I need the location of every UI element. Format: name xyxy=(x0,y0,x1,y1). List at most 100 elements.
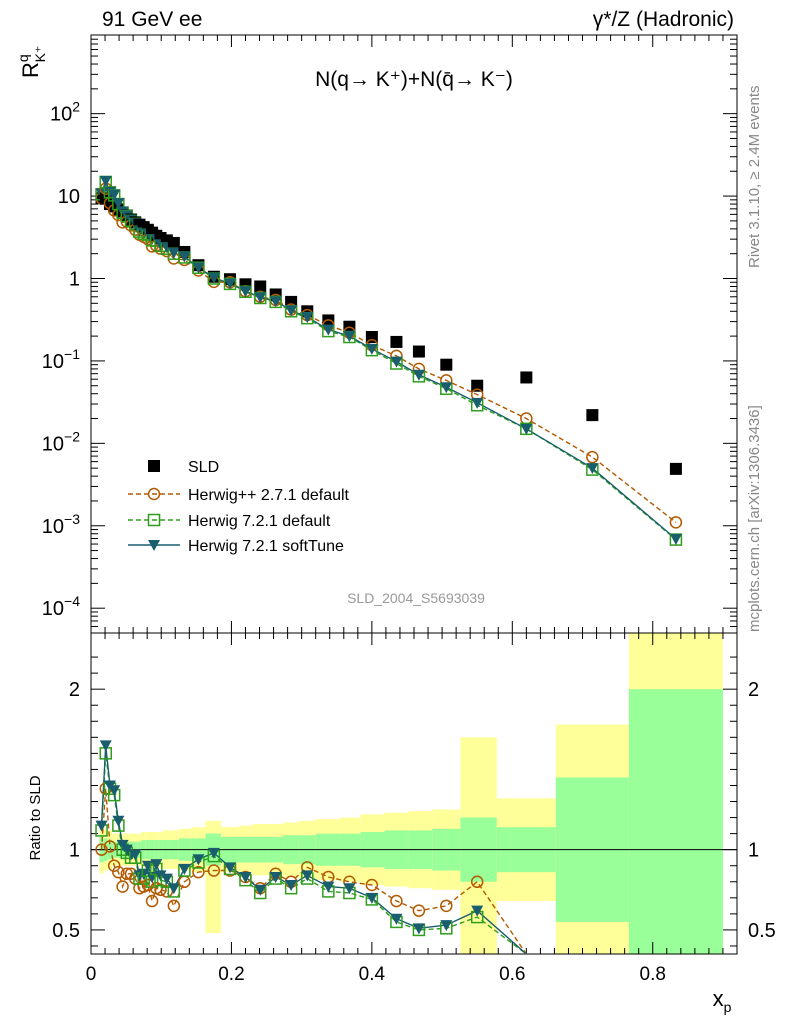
h7s-ratio-point xyxy=(322,881,335,893)
hpp-ratio-point xyxy=(167,899,181,913)
y-tick-label: 10−3 xyxy=(42,511,80,538)
h7s-ratio-point xyxy=(146,871,159,883)
hpp-ratio-point xyxy=(365,878,379,892)
h7s-ratio-point xyxy=(108,785,121,797)
main-y-axis-label: RqK⁺ xyxy=(15,46,48,78)
analysis-watermark: SLD_2004_S5693039 xyxy=(347,590,485,606)
x-tick-label: 0.6 xyxy=(499,964,525,985)
ratio-y-tick-label: 1 xyxy=(69,840,80,862)
y-tick-label: 1 xyxy=(69,268,80,290)
hpp-ratio-point xyxy=(103,840,117,853)
h7s-ratio-point xyxy=(390,913,403,925)
h7s-ratio-point xyxy=(343,883,356,895)
hpp-ratio-point xyxy=(440,899,453,913)
y-tick-label: 102 xyxy=(50,99,80,126)
h7s-point xyxy=(167,247,180,259)
h7s-point xyxy=(112,198,125,210)
legend-label-hpp: Herwig++ 2.7.1 default xyxy=(188,487,350,504)
h7s-point xyxy=(365,343,378,355)
hpp-ratio-point xyxy=(470,875,484,889)
x-axis-label-subscript: p xyxy=(724,999,732,1015)
h7s-ratio-point xyxy=(269,871,282,883)
y-axis-label-subscript: K⁺ xyxy=(32,46,48,63)
y-tick-exponent: −1 xyxy=(64,346,80,362)
legend-label-h7s: Herwig 7.2.1 softTune xyxy=(188,538,344,555)
x-tick-label: 0.2 xyxy=(218,964,244,985)
hpp-ratio-point xyxy=(107,859,121,872)
y-axis-label-superscript: q xyxy=(15,54,31,62)
sld-point xyxy=(669,462,682,475)
sld-point xyxy=(440,358,453,371)
hpp-ratio-point xyxy=(145,894,159,908)
legend-h7d-marker xyxy=(147,513,161,527)
hpp-point xyxy=(586,450,599,464)
hpp-ratio-point xyxy=(192,865,205,879)
y-tick-label: 10−2 xyxy=(42,428,80,455)
h7s-point xyxy=(390,356,403,368)
ratio-y-tick-label-right: 1 xyxy=(748,840,759,862)
h7s-ratio-point xyxy=(239,871,252,883)
h7s-ratio-point xyxy=(471,905,484,917)
legend-h7s-marker xyxy=(148,540,160,551)
y-tick-label: 10−1 xyxy=(42,346,80,373)
sld-point xyxy=(254,280,267,293)
x-tick-label: 0.8 xyxy=(640,964,666,985)
h7s-point xyxy=(301,312,314,324)
hpp-ratio-point xyxy=(412,904,426,917)
hpp-ratio-point xyxy=(116,880,129,893)
h7s-ratio-point xyxy=(160,873,173,885)
h7s-point xyxy=(471,397,484,409)
h7s-point xyxy=(269,296,282,308)
band-inner xyxy=(628,689,723,954)
h7s-ratio-point xyxy=(150,859,163,871)
h7s-ratio-point xyxy=(178,863,191,875)
legend-label-sld: SLD xyxy=(188,459,219,476)
header-energy-label: 91 GeV ee xyxy=(102,8,203,31)
y-tick-label: 10 xyxy=(58,186,80,208)
header-process-label: γ*/Z (Hadronic) xyxy=(592,8,734,31)
h7s-point xyxy=(520,423,533,435)
ratio-y-tick-label-right: 2 xyxy=(748,679,759,701)
h7s-ratio-point xyxy=(129,849,142,861)
legend-hpp-marker xyxy=(147,487,161,501)
ratio-y-tick-label-right: 0.5 xyxy=(748,920,776,942)
data-markers xyxy=(95,175,683,937)
h7s-point xyxy=(285,305,298,317)
y-tick-label: 10−4 xyxy=(42,593,80,620)
hpp-ratio-point xyxy=(390,894,403,908)
hpp-ratio-point xyxy=(207,864,221,877)
hpp-ratio-point xyxy=(95,843,108,856)
h7s-point xyxy=(192,262,205,274)
sld-point xyxy=(167,236,180,249)
h7s-ratio-point xyxy=(224,862,237,874)
hpp-ratio-point xyxy=(154,883,167,897)
sld-point xyxy=(412,345,425,358)
ratio-y-tick-label: 0.5 xyxy=(52,920,80,942)
axis-ticks xyxy=(90,35,738,954)
h7s-ratio-point xyxy=(137,868,150,880)
h7s-point xyxy=(343,331,356,343)
h7s-ratio-point xyxy=(412,923,425,935)
x-tick-label: 0 xyxy=(86,964,97,985)
h7s-point xyxy=(224,278,237,290)
h7s-ratio-point xyxy=(365,892,378,904)
h7s-main-line xyxy=(100,178,677,540)
sld-point xyxy=(586,409,599,422)
h7s-ratio-point xyxy=(192,854,205,866)
h7d-main-line xyxy=(100,180,677,541)
h7s-point xyxy=(669,534,682,546)
legend: SLD Herwig++ 2.7.1 default Herwig 7.2.1 de… xyxy=(128,459,350,555)
sld-point xyxy=(520,371,533,384)
sld-point xyxy=(471,379,484,392)
y-tick-exponent: −4 xyxy=(64,593,80,609)
h7s-ratio-point xyxy=(154,870,167,882)
h7s-point xyxy=(99,175,112,187)
h7s-ratio-point xyxy=(285,879,298,891)
legend-sld-marker xyxy=(148,460,160,472)
h7s-ratio-point xyxy=(167,883,180,895)
legend-label-h7d: Herwig 7.2.1 default xyxy=(188,513,331,530)
h7s-ratio-point xyxy=(112,815,125,827)
hpp-point xyxy=(669,516,683,529)
h7s-point xyxy=(440,382,453,394)
